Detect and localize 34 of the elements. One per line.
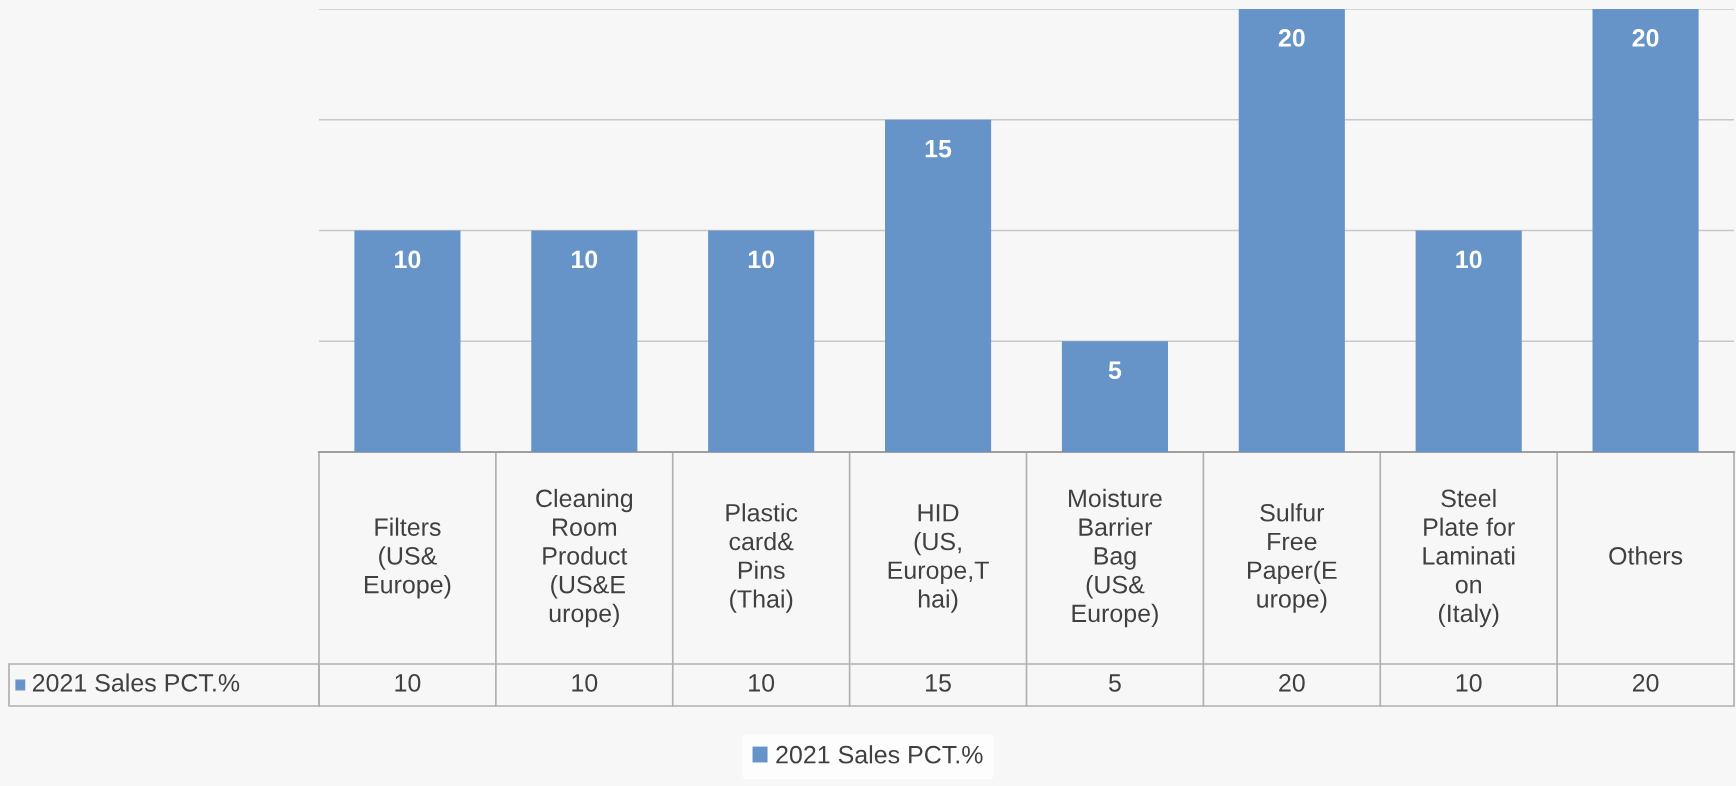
x-tick-label: Sulfur Free Paper(E urope) — [1248, 503, 1337, 613]
data-label: 20 — [1632, 29, 1659, 47]
bar — [1592, 9, 1699, 452]
x-tick-label: Plastic card& Pins (Thai) — [726, 503, 798, 613]
bar — [1415, 230, 1522, 452]
x-tick-label: HID (US, Europe,T hai) — [888, 504, 989, 613]
data-label: 15 — [925, 140, 952, 158]
text: 10 — [572, 674, 598, 692]
text: 2021 Sales PCT.% — [776, 745, 983, 764]
bar — [1238, 9, 1345, 452]
data-label: 10 — [748, 250, 775, 269]
x-tick-label: Filters (US& Europe) — [365, 517, 451, 599]
bar — [1061, 341, 1168, 452]
data-label: 10 — [1456, 250, 1482, 269]
text: 20 — [1632, 674, 1659, 692]
text: 5 — [1108, 674, 1121, 692]
text: 10 — [395, 674, 421, 692]
x-tick-label: Moisture Barrier Bag (US& Europe) — [1069, 488, 1162, 628]
data-label: 5 — [1108, 361, 1122, 380]
x-tick-label: Cleaning Room Product (US&E urope) — [536, 488, 633, 628]
text: 15 — [926, 674, 951, 692]
legend-label: 2021 Sales PCT.% — [32, 673, 240, 692]
data-label: 10 — [395, 250, 421, 269]
bar — [354, 230, 461, 452]
bar — [885, 119, 992, 452]
x-tick-label: Others — [1609, 546, 1683, 565]
text: 20 — [1279, 674, 1305, 692]
bar — [708, 230, 815, 452]
text: 10 — [749, 674, 775, 692]
bar — [531, 230, 638, 452]
data-label: 20 — [1278, 29, 1305, 47]
data-label: 10 — [571, 250, 598, 269]
text: 10 — [1456, 674, 1482, 692]
x-tick-label: Steel Plate for Laminati on (Italy) — [1423, 488, 1515, 628]
